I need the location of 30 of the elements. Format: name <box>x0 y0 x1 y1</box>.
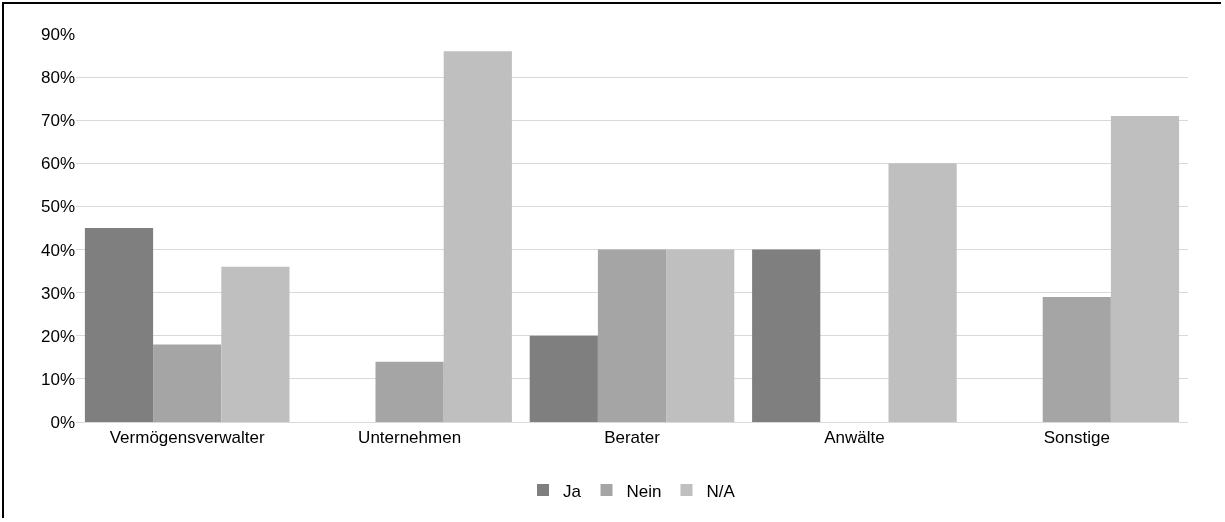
legend-label: N/A <box>706 481 736 501</box>
bar <box>153 344 222 422</box>
y-tick-label: 50% <box>40 197 75 217</box>
y-tick-label: 60% <box>40 154 75 174</box>
x-tick-label: Berater <box>604 428 661 448</box>
bar <box>1110 115 1180 422</box>
x-tick-label: Vermögensverwalter <box>109 428 266 448</box>
y-tick-label: 20% <box>40 326 75 346</box>
legend-label: Nein <box>626 481 662 501</box>
y-tick-label: 30% <box>40 283 75 303</box>
x-tick-label: Anwälte <box>824 428 885 448</box>
y-tick-label: 40% <box>40 240 75 260</box>
y-tick-label: 70% <box>40 111 75 131</box>
y-tick-label: 90% <box>40 24 75 44</box>
bar <box>375 361 444 422</box>
bar <box>84 228 154 422</box>
legend-label: Ja <box>563 481 582 501</box>
y-tick-label: 80% <box>40 68 75 88</box>
bar <box>597 249 667 422</box>
bar <box>221 266 290 422</box>
bar <box>443 51 512 422</box>
bar <box>529 335 598 422</box>
bar <box>1042 296 1111 422</box>
x-tick-label: Sonstige <box>1043 428 1110 448</box>
x-tick-label: Unternehmen <box>358 428 462 448</box>
y-tick-label: 0% <box>50 412 75 432</box>
bar <box>666 249 735 422</box>
bar <box>752 249 821 422</box>
bar <box>888 163 957 422</box>
y-tick-label: 10% <box>40 369 75 389</box>
